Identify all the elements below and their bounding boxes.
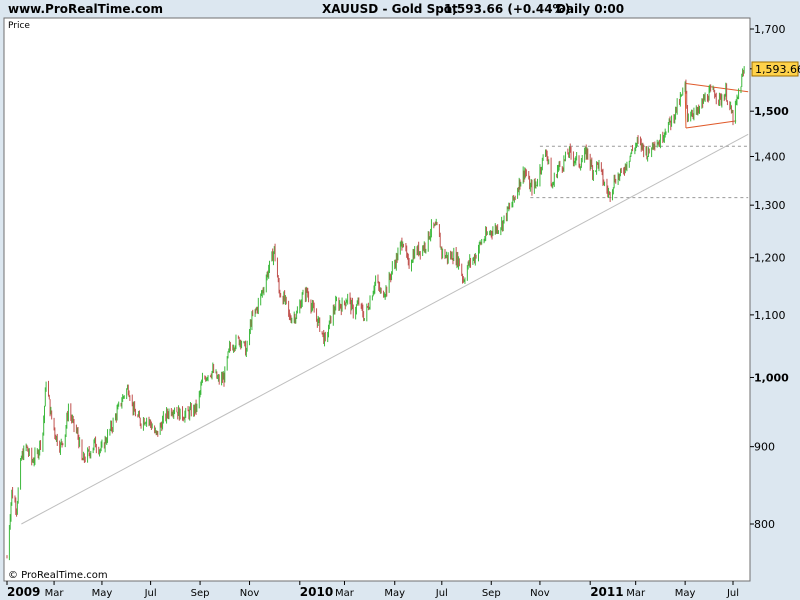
triangle-pattern-line [685,82,749,93]
instrument-title: XAUUSD - Gold Spot [322,2,458,16]
x-tick-label: Mar [626,588,646,599]
last-price-label: 1,593.66 [755,63,800,76]
x-tick-label: Sep [191,588,210,599]
x-tick-label: Mar [335,588,355,599]
x-tick-label: Sep [482,588,501,599]
y-tick-label: 1,300 [754,199,786,212]
x-tick-label: Jul [144,588,157,599]
x-tick-label: Jul [726,588,739,599]
x-tick-label: 2011 [590,585,623,599]
x-tick-label: Nov [240,588,260,599]
x-tick-label: May [384,588,405,599]
x-tick-label: 2009 [7,585,40,599]
support-trendline [21,133,749,525]
x-tick-label: May [92,588,113,599]
y-tick-label: 800 [754,518,775,531]
last-price-box [751,61,799,77]
x-tick-label: 2010 [300,585,333,599]
y-tick-label: 1,200 [754,252,786,265]
last-price-marker: 1,593.66 [751,61,800,77]
x-tick-label: Mar [45,588,65,599]
y-tick-label: 1,100 [754,309,786,322]
y-tick-label: 1,000 [754,371,789,384]
x-tick-label: May [675,588,696,599]
y-tick-label: 1,700 [754,23,786,36]
y-tick-label: 900 [754,441,775,454]
copyright-label: © ProRealTime.com [8,570,108,581]
triangle-pattern-line [685,120,737,129]
x-tick-label: Nov [530,588,550,599]
y-tick-label: 1,500 [754,105,789,118]
period-label: Daily 0:00 [556,2,625,16]
panel-label: Price [8,21,30,31]
plot-area[interactable] [3,17,751,582]
quote-label: 1,593.66 (+0.44%) [444,2,571,16]
site-label: www.ProRealTime.com [8,2,163,16]
x-tick-label: Jul [435,588,448,599]
y-tick-label: 1,400 [754,151,786,164]
